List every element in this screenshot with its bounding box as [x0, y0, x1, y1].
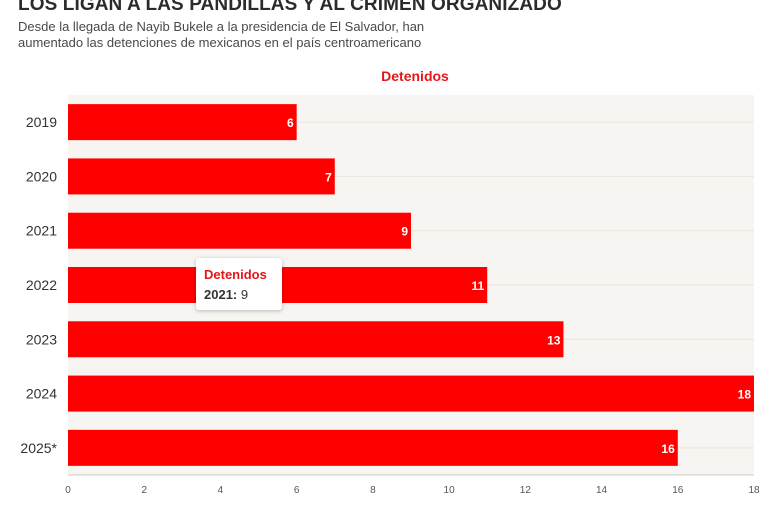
legend-title[interactable]: Detenidos	[381, 68, 449, 84]
x-tick-label: 18	[748, 485, 760, 496]
bar[interactable]	[68, 429, 678, 466]
data-label: 13	[547, 333, 561, 347]
hover-tooltip: Detenidos 2021: 9	[196, 258, 282, 310]
bars-group: 6 2019 7 2020 9 2021 11 2022 13 2023 18 2024 16 2025*	[20, 104, 754, 466]
data-label: 11	[472, 279, 485, 293]
x-tick-label: 4	[218, 485, 224, 496]
x-tick-label: 6	[294, 485, 300, 496]
x-tick-label: 16	[672, 485, 684, 496]
data-label: 18	[738, 388, 752, 402]
data-label: 16	[661, 442, 675, 456]
category-label: 2023	[26, 331, 57, 347]
x-tick-label: 14	[596, 485, 608, 496]
data-label: 9	[401, 225, 408, 239]
x-tick-label: 10	[444, 485, 456, 496]
bar[interactable]	[68, 212, 411, 249]
x-tick-label: 8	[370, 485, 376, 496]
data-label: 7	[325, 170, 332, 184]
category-label: 2022	[26, 277, 57, 293]
category-label: 2021	[26, 223, 57, 239]
category-label: 2019	[26, 114, 57, 130]
x-tick-label: 12	[520, 485, 532, 496]
tooltip-label: 2021:	[204, 287, 238, 302]
tooltip-row: 2021: 9	[204, 287, 248, 302]
x-tick-label: 0	[65, 485, 71, 496]
x-tick-label: 2	[141, 485, 147, 496]
bar[interactable]	[68, 104, 297, 141]
bar[interactable]	[68, 158, 335, 195]
chart-title: LOS LIGAN A LAS PANDILLAS Y AL CRIMEN OR…	[18, 0, 562, 15]
chart-subtitle: Desde la llegada de Nayib Bukele a la pr…	[18, 19, 425, 50]
data-label: 6	[287, 116, 294, 130]
category-label: 2020	[26, 168, 57, 184]
category-label: 2025*	[20, 440, 57, 456]
bar[interactable]	[68, 375, 754, 412]
tooltip-title: Detenidos	[204, 267, 267, 282]
category-label: 2024	[26, 386, 57, 402]
bar[interactable]	[68, 321, 564, 358]
tooltip-value: 9	[240, 287, 249, 302]
x-axis-ticks: 0 2 4 6 8 10 12 14 16 18	[65, 485, 760, 496]
